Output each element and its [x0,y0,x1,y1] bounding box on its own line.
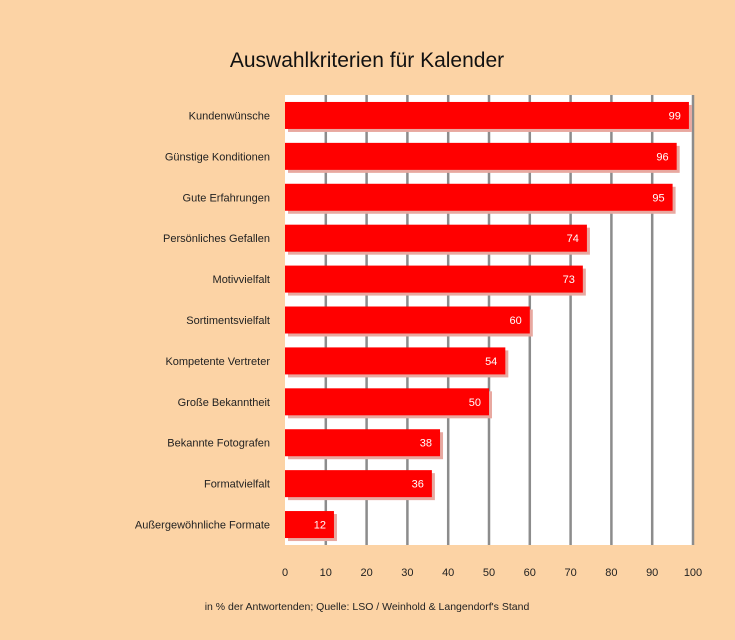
x-tick-label: 90 [646,567,658,579]
category-label: Gute Erfahrungen [183,192,270,204]
category-label: Günstige Konditionen [165,151,270,163]
bar [285,183,673,211]
x-tick-label: 20 [360,567,372,579]
category-label: Sortimentsvielfalt [186,315,270,327]
category-label: Kundenwünsche [189,110,270,122]
x-tick-label: 70 [564,567,576,579]
category-label: Formatvielfalt [204,479,270,491]
bar [285,265,583,293]
x-tick-label: 40 [442,567,454,579]
bar-value-label: 95 [652,192,664,204]
x-tick-label: 30 [401,567,413,579]
bar [285,388,489,416]
bar-value-label: 60 [510,315,522,327]
bar [285,306,530,334]
bar-value-label: 36 [412,479,424,491]
category-label: Große Bekanntheit [178,397,270,409]
chart-title: Auswahlkriterien für Kalender [230,49,504,72]
bar-value-label: 50 [469,397,481,409]
bar [285,470,432,498]
bar-value-label: 38 [420,438,432,450]
bar [285,347,506,375]
x-tick-label: 100 [684,567,702,579]
bar [285,101,689,129]
bars: 99 96 95 74 73 60 54 50 38 36 12 [285,101,692,542]
bar-value-label: 12 [314,520,326,532]
bar [285,142,677,170]
bar-value-label: 74 [567,233,579,245]
x-tick-label: 50 [483,567,495,579]
bar [285,429,441,457]
x-tick-label: 0 [282,567,288,579]
category-label: Kompetente Vertreter [165,356,270,368]
bar [285,224,587,252]
bar-value-label: 96 [656,151,668,163]
bar-value-label: 54 [485,356,497,368]
category-label: Außergewöhnliche Formate [135,520,270,532]
x-axis-ticks: 0 10 20 30 40 50 60 70 80 90 100 [282,567,702,579]
category-label: Bekannte Fotografen [167,438,270,450]
x-tick-label: 60 [524,567,536,579]
x-tick-label: 80 [605,567,617,579]
footnote: in % der Antwortenden; Quelle: LSO / Wei… [205,601,530,613]
category-label: Persönliches Gefallen [163,233,270,245]
bar [285,511,334,539]
bar-value-label: 73 [563,274,575,286]
category-labels: Kundenwünsche Günstige Konditionen Gute Er… [135,110,270,531]
bar-value-label: 99 [669,110,681,122]
x-tick-label: 10 [320,567,332,579]
category-label: Motivvielfalt [213,274,270,286]
